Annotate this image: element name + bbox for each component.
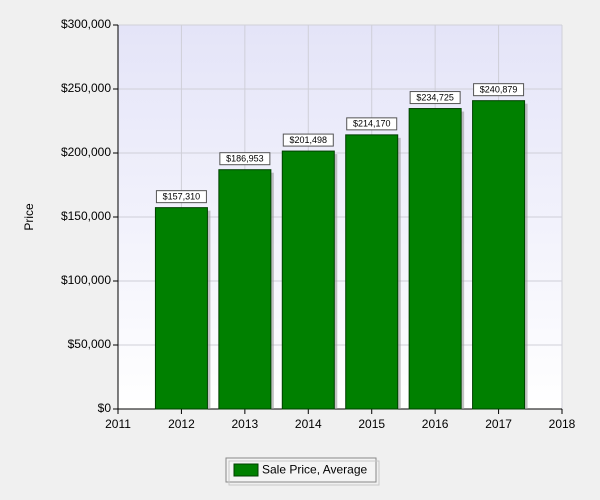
value-label-box: [409, 91, 461, 105]
y-tick-label: $50,000: [68, 337, 112, 351]
y-tick-label: $300,000: [61, 17, 111, 31]
value-label-box: [346, 117, 398, 131]
legend-label: Sale Price, Average: [262, 463, 368, 477]
y-tick-label: $150,000: [61, 209, 111, 223]
legend-swatch: [233, 463, 259, 477]
bar: [154, 207, 208, 410]
x-tick-label: 2011: [105, 417, 131, 431]
x-tick-label: 2013: [232, 417, 259, 431]
bar: [218, 169, 272, 410]
x-tick-label: 2014: [295, 417, 322, 431]
bar: [345, 134, 399, 410]
value-label-box: [155, 190, 207, 204]
value-label: $157,310: [163, 192, 201, 202]
value-label-box: [219, 152, 271, 166]
value-label: $234,725: [416, 92, 454, 102]
x-tick-label: 2018: [549, 417, 576, 431]
x-tick-label: 2012: [168, 417, 195, 431]
y-tick-label: $100,000: [61, 273, 111, 287]
bar: [472, 100, 526, 410]
bar: [281, 150, 335, 410]
legend-shadow: [228, 460, 380, 486]
y-tick-label: $0: [98, 401, 112, 415]
x-tick-label: 2016: [422, 417, 449, 431]
y-tick-label: $250,000: [61, 81, 111, 95]
y-axis-title: Price: [22, 203, 36, 231]
y-tick-label: $200,000: [61, 145, 111, 159]
x-tick-label: 2015: [358, 417, 385, 431]
value-label: $201,498: [290, 135, 328, 145]
value-label-box: [473, 83, 525, 97]
value-label: $186,953: [226, 154, 264, 164]
bar: [408, 108, 462, 410]
value-label: $240,879: [480, 85, 518, 95]
x-tick-label: 2017: [485, 417, 512, 431]
value-label-box: [282, 133, 334, 147]
value-label: $214,170: [353, 119, 391, 129]
